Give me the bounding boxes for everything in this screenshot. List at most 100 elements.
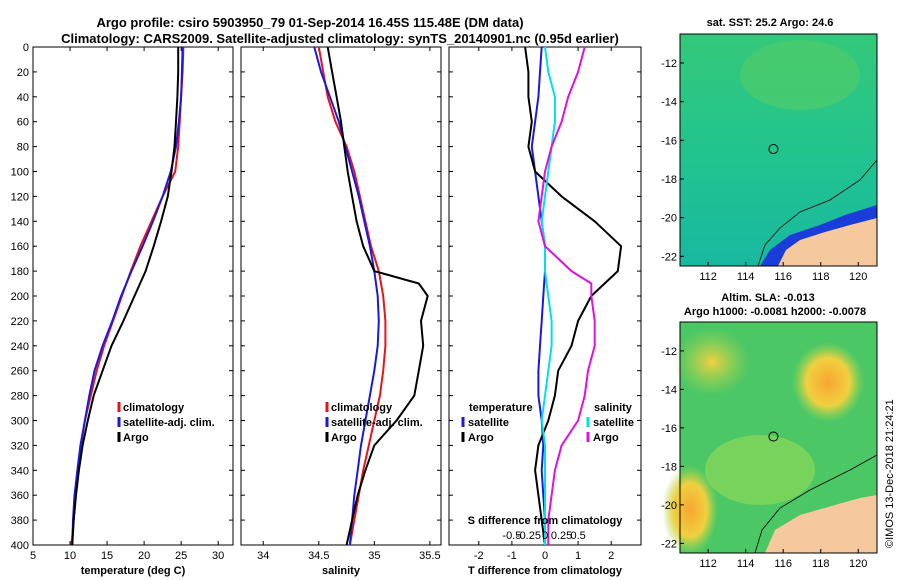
sla-map-frame [679, 321, 878, 554]
sst-map-argo-location-marker [768, 144, 779, 155]
depth-tick-label: 0 [23, 42, 29, 54]
temperature-panel: 0 20 40 60 80 100 120 140 160 180 200 220 240 260 280 3… [11, 42, 234, 577]
sla-map-lat-tick-label: -20 [661, 500, 677, 512]
difference-series-temperature-satellite [530, 46, 546, 545]
sst-map-lon-tick-label: 114 [737, 271, 755, 283]
difference-xtick-label: -2 [474, 550, 484, 562]
depth-tick-label: 300 [11, 416, 29, 428]
sla-map-lat-tick-label: -22 [661, 538, 677, 550]
depth-tick-label: 20 [17, 67, 29, 79]
sst-map-lat-tick-label: -20 [661, 213, 677, 225]
depth-tick-label: 360 [11, 490, 29, 502]
difference-series-salinity-argo [537, 46, 596, 545]
diff-legend-salinity-label: satellite [593, 417, 634, 429]
depth-tick-label: 200 [11, 291, 29, 303]
sst-map-lon-tick-label: 118 [812, 271, 830, 283]
depth-tick-label: 60 [17, 117, 29, 129]
salinity-legend-label: Argo [331, 432, 357, 444]
salinity-legend-label: climatology [331, 402, 393, 414]
temperature-legend-label: climatology [123, 402, 185, 414]
depth-tick-label: 160 [11, 241, 29, 253]
diff-legend-temperature-label: satellite [468, 417, 509, 429]
sla-map-lat-tick-label: -14 [661, 384, 677, 396]
sst-map-land [778, 218, 877, 266]
sst-map-lat-tick-label: -14 [661, 97, 677, 109]
diff-salinity-tick-label: -0.25 [516, 530, 541, 542]
sst-map: 112 114 116 118 120 -12 -14 -16 -18 -20 -22 [661, 33, 878, 283]
sla-map-bathymetry-contour [754, 454, 878, 554]
sla-map-land [765, 495, 877, 553]
imos-watermark: ©IMOS 13-Dec-2018 21:24:21 [884, 399, 896, 548]
salinity-series-climatology [317, 46, 387, 546]
sst-map-lat-tick-label: -22 [661, 251, 677, 263]
sst-map-warm-patch [740, 40, 860, 110]
sla-map-title: Altim. SLA: -0.013 [721, 292, 815, 304]
temperature-xlabel: temperature (deg C) [81, 565, 186, 577]
diff-salinity-tick-label: 0.5 [570, 530, 585, 542]
depth-tick-label: 340 [11, 465, 29, 477]
depth-tick-label: 140 [11, 216, 29, 228]
salinity-series-argo [326, 46, 429, 546]
diff-legend-temperature-title: temperature [469, 402, 533, 414]
salinity-panel: 34 34.5 35 35.5 salinity climatology satellite… [240, 46, 442, 577]
sst-map-title: sat. SST: 25.2 Argo: 24.6 [707, 17, 834, 29]
salinity-legend-label: satellite-adj. clim. [331, 417, 423, 429]
depth-tick-label: 40 [17, 92, 29, 104]
difference-xtick-label: 1 [575, 550, 581, 562]
salinity-xtick-label: 35 [368, 550, 380, 562]
temperature-xtick-label: 5 [30, 550, 36, 562]
diff-salinity-tick-label: 0 [542, 530, 548, 542]
sla-map-lon-tick-label: 114 [737, 558, 755, 570]
sla-map-lon-tick-label: 112 [699, 558, 717, 570]
temperature-series-argo [71, 47, 180, 546]
diff-legend-temperature-label: Argo [468, 432, 494, 444]
sla-map-lat-tick-label: -12 [661, 346, 677, 358]
depth-tick-label: 320 [11, 440, 29, 452]
difference-xtick-label: -1 [507, 550, 517, 562]
diff-legend-salinity-label: Argo [593, 432, 619, 444]
sla-map-lon-tick-label: 116 [774, 558, 792, 570]
sla-map-high-patch-east [792, 342, 864, 422]
sla-map-moderate-patch [705, 435, 815, 505]
difference-xtick-label: 0 [542, 550, 548, 562]
sla-map-high-patch-west [674, 328, 750, 396]
salinity-xtick-label: 34 [257, 550, 269, 562]
sla-map-lon-tick-label: 118 [812, 558, 830, 570]
diff-legend-salinity-title: salinity [594, 402, 633, 414]
depth-tick-label: 100 [11, 167, 29, 179]
sla-map-argo-location-marker [768, 431, 779, 442]
sla-map-subtitle: Argo h1000: -0.0081 h2000: -0.0078 [684, 306, 866, 318]
sst-map-frame [679, 33, 878, 267]
diff-salinity-tick-label: 0.25 [551, 530, 572, 542]
sst-map-bathymetry-contour [757, 159, 878, 267]
sst-map-lat-tick-label: -18 [661, 174, 677, 186]
depth-tick-label: 80 [17, 142, 29, 154]
depth-tick-label: 280 [11, 391, 29, 403]
temperature-series-satellite-adj-clim- [71, 46, 184, 546]
depth-tick-label: 400 [11, 540, 29, 552]
salinity-xtick-label: 35.5 [419, 550, 440, 562]
salinity-xtick-label: 34.5 [308, 550, 329, 562]
sla-map: 112 114 116 118 120 -12 -14 -16 -18 -20 -22 [661, 321, 878, 570]
temperature-legend-label: satellite-adj. clim. [123, 417, 215, 429]
sst-map-lon-tick-label: 120 [849, 271, 867, 283]
depth-tick-label: 380 [11, 515, 29, 527]
difference-xlabel: T difference from climatology [468, 565, 623, 577]
sst-map-lat-tick-label: -12 [661, 58, 677, 70]
sla-map-lon-tick-label: 120 [849, 558, 867, 570]
depth-tick-label: 120 [11, 191, 29, 203]
diff-salinity-axis-label: S difference from climatology [468, 515, 624, 527]
temperature-plot-frame [32, 46, 234, 546]
sla-map-high-patch-southwest [662, 465, 718, 555]
temperature-xtick-label: 15 [101, 550, 113, 562]
sla-map-lat-tick-label: -18 [661, 461, 677, 473]
sst-map-lon-tick-label: 116 [774, 271, 792, 283]
sst-map-lon-tick-label: 112 [699, 271, 717, 283]
difference-xtick-label: 2 [608, 550, 614, 562]
depth-tick-label: 240 [11, 341, 29, 353]
sst-map-lat-tick-label: -16 [661, 135, 677, 147]
figure-title-line1: Argo profile: csiro 5903950_79 01-Sep-20… [96, 15, 523, 30]
temperature-xtick-label: 25 [175, 550, 187, 562]
difference-series-salinity-satellite [540, 46, 556, 545]
